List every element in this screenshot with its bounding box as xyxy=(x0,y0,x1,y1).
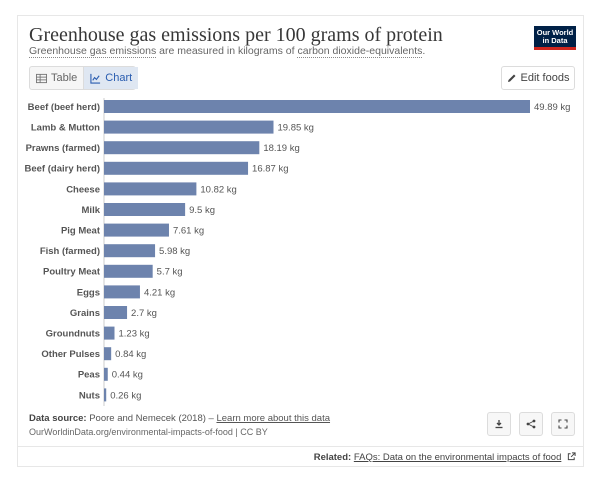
related-label: Related: xyxy=(313,452,354,463)
category-label: Groundnuts xyxy=(46,329,100,340)
bar[interactable] xyxy=(104,100,530,113)
value-label: 18.19 kg xyxy=(263,143,299,154)
bar[interactable] xyxy=(104,367,108,381)
bar[interactable] xyxy=(104,120,274,134)
chart-card xyxy=(17,15,584,467)
pencil-icon xyxy=(507,74,516,82)
category-label: Grains xyxy=(70,308,100,319)
category-label: Fish (farmed) xyxy=(40,246,100,257)
subtitle-link-ghg[interactable]: Greenhouse gas emissions xyxy=(29,45,157,58)
owid-logo[interactable]: Our World in Data xyxy=(534,26,576,50)
bar[interactable] xyxy=(104,161,249,175)
bar[interactable] xyxy=(104,326,115,340)
learn-more-link[interactable]: Learn more about this data xyxy=(216,413,331,424)
source-text: Poore and Nemecek (2018) – xyxy=(86,413,217,424)
category-label: Beef (beef herd) xyxy=(28,102,100,113)
category-label: Cheese xyxy=(66,184,100,195)
value-label: 5.98 kg xyxy=(159,246,190,257)
value-label: 9.5 kg xyxy=(189,205,215,216)
value-label: 10.82 kg xyxy=(200,184,236,195)
category-label: Nuts xyxy=(79,390,100,401)
subtitle-text: are measured in kilograms of xyxy=(156,45,298,57)
share-icon xyxy=(526,419,536,429)
value-label: 1.23 kg xyxy=(119,329,150,340)
value-label: 0.84 kg xyxy=(115,349,146,360)
share-button[interactable] xyxy=(519,412,543,436)
source-url: OurWorldinData.org/environmental-impacts… xyxy=(29,427,268,437)
value-label: 16.87 kg xyxy=(252,164,288,175)
value-label: 2.7 kg xyxy=(131,308,157,319)
external-link-icon[interactable] xyxy=(567,452,576,461)
value-label: 49.89 kg xyxy=(534,102,570,113)
source-label: Data source: xyxy=(29,413,87,424)
bar[interactable] xyxy=(104,264,153,278)
edit-foods-label: Edit foods xyxy=(520,72,570,84)
value-label: 0.44 kg xyxy=(112,370,143,381)
value-label: 0.26 kg xyxy=(110,390,141,401)
data-source: Data source: Poore and Nemecek (2018) – … xyxy=(29,413,330,424)
logo-accent-bar xyxy=(534,47,576,50)
tab-table-label: Table xyxy=(51,72,78,84)
fullscreen-icon xyxy=(558,419,568,429)
related-bar: Related: FAQs: Data on the environmental… xyxy=(17,446,584,466)
category-label: Lamb & Mutton xyxy=(31,123,100,134)
bar[interactable] xyxy=(104,223,169,237)
category-label: Other Pulses xyxy=(41,349,100,360)
view-tabs: Table Chart xyxy=(29,66,139,90)
value-label: 7.61 kg xyxy=(173,226,204,237)
edit-foods-button[interactable]: Edit foods xyxy=(501,66,575,90)
bar-chart: Beef (beef herd) 49.89 kg Lamb & Mutton 19.… xyxy=(25,98,570,406)
bar[interactable] xyxy=(104,388,107,402)
tab-table[interactable]: Table xyxy=(30,67,83,89)
chart-subtitle: Greenhouse gas emissions are measured in… xyxy=(29,45,426,58)
bar[interactable] xyxy=(104,306,128,319)
bar[interactable] xyxy=(104,347,112,361)
category-label: Eggs xyxy=(77,287,100,298)
subtitle-link-co2eq[interactable]: carbon dioxide-equivalents xyxy=(297,45,423,58)
bar[interactable] xyxy=(104,141,260,155)
bar[interactable] xyxy=(104,203,186,216)
category-label: Milk xyxy=(82,205,101,216)
value-label: 4.21 kg xyxy=(144,287,175,298)
bar[interactable] xyxy=(104,285,140,299)
bar[interactable] xyxy=(104,244,156,258)
chart-icon xyxy=(90,73,101,84)
tab-chart-label: Chart xyxy=(105,72,133,84)
category-label: Beef (dairy herd) xyxy=(25,164,101,175)
tab-chart[interactable]: Chart xyxy=(83,67,139,89)
table-icon xyxy=(36,73,47,83)
related-faq-link[interactable]: FAQs: Data on the environmental impacts … xyxy=(353,452,562,463)
fullscreen-button[interactable] xyxy=(551,412,575,436)
category-label: Pig Meat xyxy=(61,226,101,237)
value-label: 19.85 kg xyxy=(277,123,313,134)
category-label: Poultry Meat xyxy=(43,267,101,278)
value-label: 5.7 kg xyxy=(157,267,183,278)
logo-line-1: Our World xyxy=(536,28,574,37)
category-label: Peas xyxy=(78,370,100,381)
logo-line-2: in Data xyxy=(542,36,568,45)
category-label: Prawns (farmed) xyxy=(26,143,100,154)
bar[interactable] xyxy=(104,182,197,196)
subtitle-end: . xyxy=(422,45,426,57)
download-button[interactable] xyxy=(487,412,511,436)
chart-title: Greenhouse gas emissions per 100 grams o… xyxy=(29,24,443,46)
download-icon xyxy=(495,420,503,429)
